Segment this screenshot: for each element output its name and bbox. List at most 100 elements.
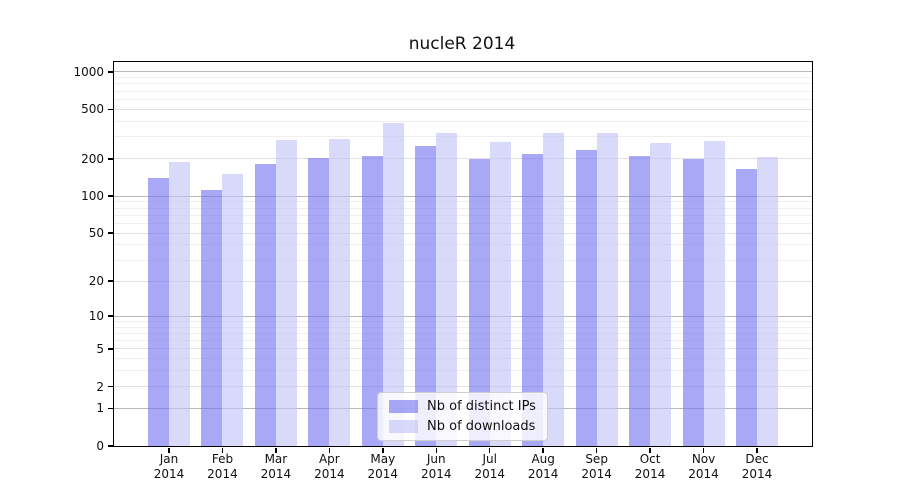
x-tick-month: Apr: [318, 452, 340, 466]
legend-item-distinct-ips: Nb of distinct IPs: [389, 399, 536, 414]
x-tick-label: May 2014: [351, 452, 415, 482]
gridline-labeled: [114, 158, 812, 160]
y-tick-mark: [107, 445, 113, 447]
x-tick-year: 2014: [420, 467, 452, 481]
x-tick-mark: [435, 447, 438, 453]
x-tick-year: 2014: [207, 467, 238, 481]
x-tick-year: 2014: [474, 467, 505, 481]
x-tick-year: 2014: [634, 467, 666, 481]
legend-swatch-downloads: [389, 420, 418, 433]
gridline-minor: [114, 120, 812, 122]
x-tick-mark: [328, 447, 331, 453]
y-tick-label: 5: [96, 341, 104, 356]
bar-downloads: [169, 161, 190, 446]
chart-title: nucleR 2014: [408, 34, 516, 54]
gridline-minor: [114, 332, 812, 334]
bar-distinct-ips: [522, 153, 544, 446]
gridline-minor: [114, 244, 812, 246]
x-tick-label: Jul 2014: [458, 452, 522, 482]
x-tick-label: Apr 2014: [297, 452, 361, 482]
y-tick-mark: [107, 195, 113, 197]
bar-distinct-ips: [575, 150, 597, 446]
bar-distinct-ips: [415, 145, 437, 446]
x-tick-year: 2014: [688, 467, 719, 481]
x-tick-mark: [649, 447, 651, 453]
bar-downloads: [489, 142, 511, 446]
x-tick-mark: [542, 447, 544, 453]
gridline-labeled: [114, 232, 812, 234]
y-tick-mark: [107, 108, 113, 111]
x-tick-mark: [488, 447, 491, 453]
y-tick-mark: [107, 385, 113, 388]
gridline-labeled: [114, 280, 812, 282]
bar-distinct-ips: [148, 177, 169, 446]
gridline-minor: [114, 90, 812, 92]
gridline-major: [114, 315, 812, 317]
bar-downloads: [757, 156, 778, 446]
y-tick-label: 2: [96, 379, 104, 394]
x-tick-month: May: [370, 452, 396, 466]
gridline-labeled: [114, 348, 812, 350]
bar-downloads: [436, 132, 458, 446]
bar-distinct-ips: [201, 189, 223, 446]
x-tick-label: Oct 2014: [618, 452, 682, 482]
gridline-minor: [114, 358, 812, 360]
x-tick-month: Mar: [264, 452, 288, 466]
x-tick-month: Nov: [691, 452, 716, 466]
bar-downloads: [329, 138, 351, 446]
x-tick-label: Jan 2014: [137, 452, 201, 482]
gridline-minor: [114, 77, 812, 79]
bar-downloads: [222, 173, 244, 446]
x-tick-year: 2014: [527, 467, 559, 481]
bar-distinct-ips: [736, 169, 757, 446]
bar-distinct-ips: [629, 155, 651, 446]
bar-downloads: [382, 123, 404, 446]
x-tick-year: 2014: [581, 467, 612, 481]
y-tick-label: 500: [81, 102, 104, 117]
y-tick-label: 100: [81, 189, 104, 204]
y-tick-mark: [107, 348, 113, 350]
y-tick-label: 20: [88, 274, 104, 289]
x-tick-month: Jan: [159, 452, 179, 466]
y-tick-label: 0: [96, 439, 104, 453]
gridline-major: [114, 71, 812, 73]
legend-label-distinct-ips: Nb of distinct IPs: [427, 399, 536, 414]
gridline-minor: [114, 214, 812, 216]
x-tick-label: Aug 2014: [511, 452, 575, 482]
x-tick-year: 2014: [260, 467, 292, 481]
gridline-major: [114, 195, 812, 197]
bar-downloads: [596, 132, 618, 446]
gridline-minor: [114, 136, 812, 138]
bar-downloads: [650, 143, 672, 446]
bar-downloads: [703, 141, 725, 446]
bar-downloads: [275, 140, 297, 446]
x-tick-year: 2014: [367, 467, 399, 481]
x-tick-month: Feb: [211, 452, 234, 466]
x-tick-month: Jul: [482, 452, 497, 466]
y-tick-label: 50: [88, 226, 104, 241]
bar-distinct-ips: [468, 158, 490, 446]
x-tick-label: Feb 2014: [190, 452, 254, 482]
y-tick-mark: [107, 407, 113, 410]
gridline-minor: [114, 259, 812, 261]
x-tick-mark: [221, 447, 224, 453]
plot-area: Nb of distinct IPs Nb of downloads 0 1 2 5 1…: [73, 61, 813, 481]
gridline-minor: [114, 326, 812, 328]
x-tick-year: 2014: [741, 467, 773, 481]
x-tick-mark: [595, 447, 598, 453]
gridline-minor: [114, 320, 812, 322]
x-tick-month: Oct: [639, 452, 661, 466]
y-tick-mark: [107, 232, 113, 234]
gridline-minor: [114, 83, 812, 85]
y-tick-label: 1000: [73, 64, 104, 79]
gridline-labeled: [114, 108, 812, 110]
legend-item-downloads: Nb of downloads: [389, 419, 536, 434]
x-tick-month: Aug: [531, 452, 555, 466]
y-tick-label: 10: [88, 309, 104, 324]
x-tick-label: Dec 2014: [725, 452, 789, 482]
gridline-labeled: [114, 386, 812, 387]
gridline-minor: [114, 370, 812, 372]
x-tick-year: 2014: [153, 467, 185, 481]
gridline-minor: [114, 222, 812, 224]
x-tick-month: Sep: [585, 452, 608, 466]
